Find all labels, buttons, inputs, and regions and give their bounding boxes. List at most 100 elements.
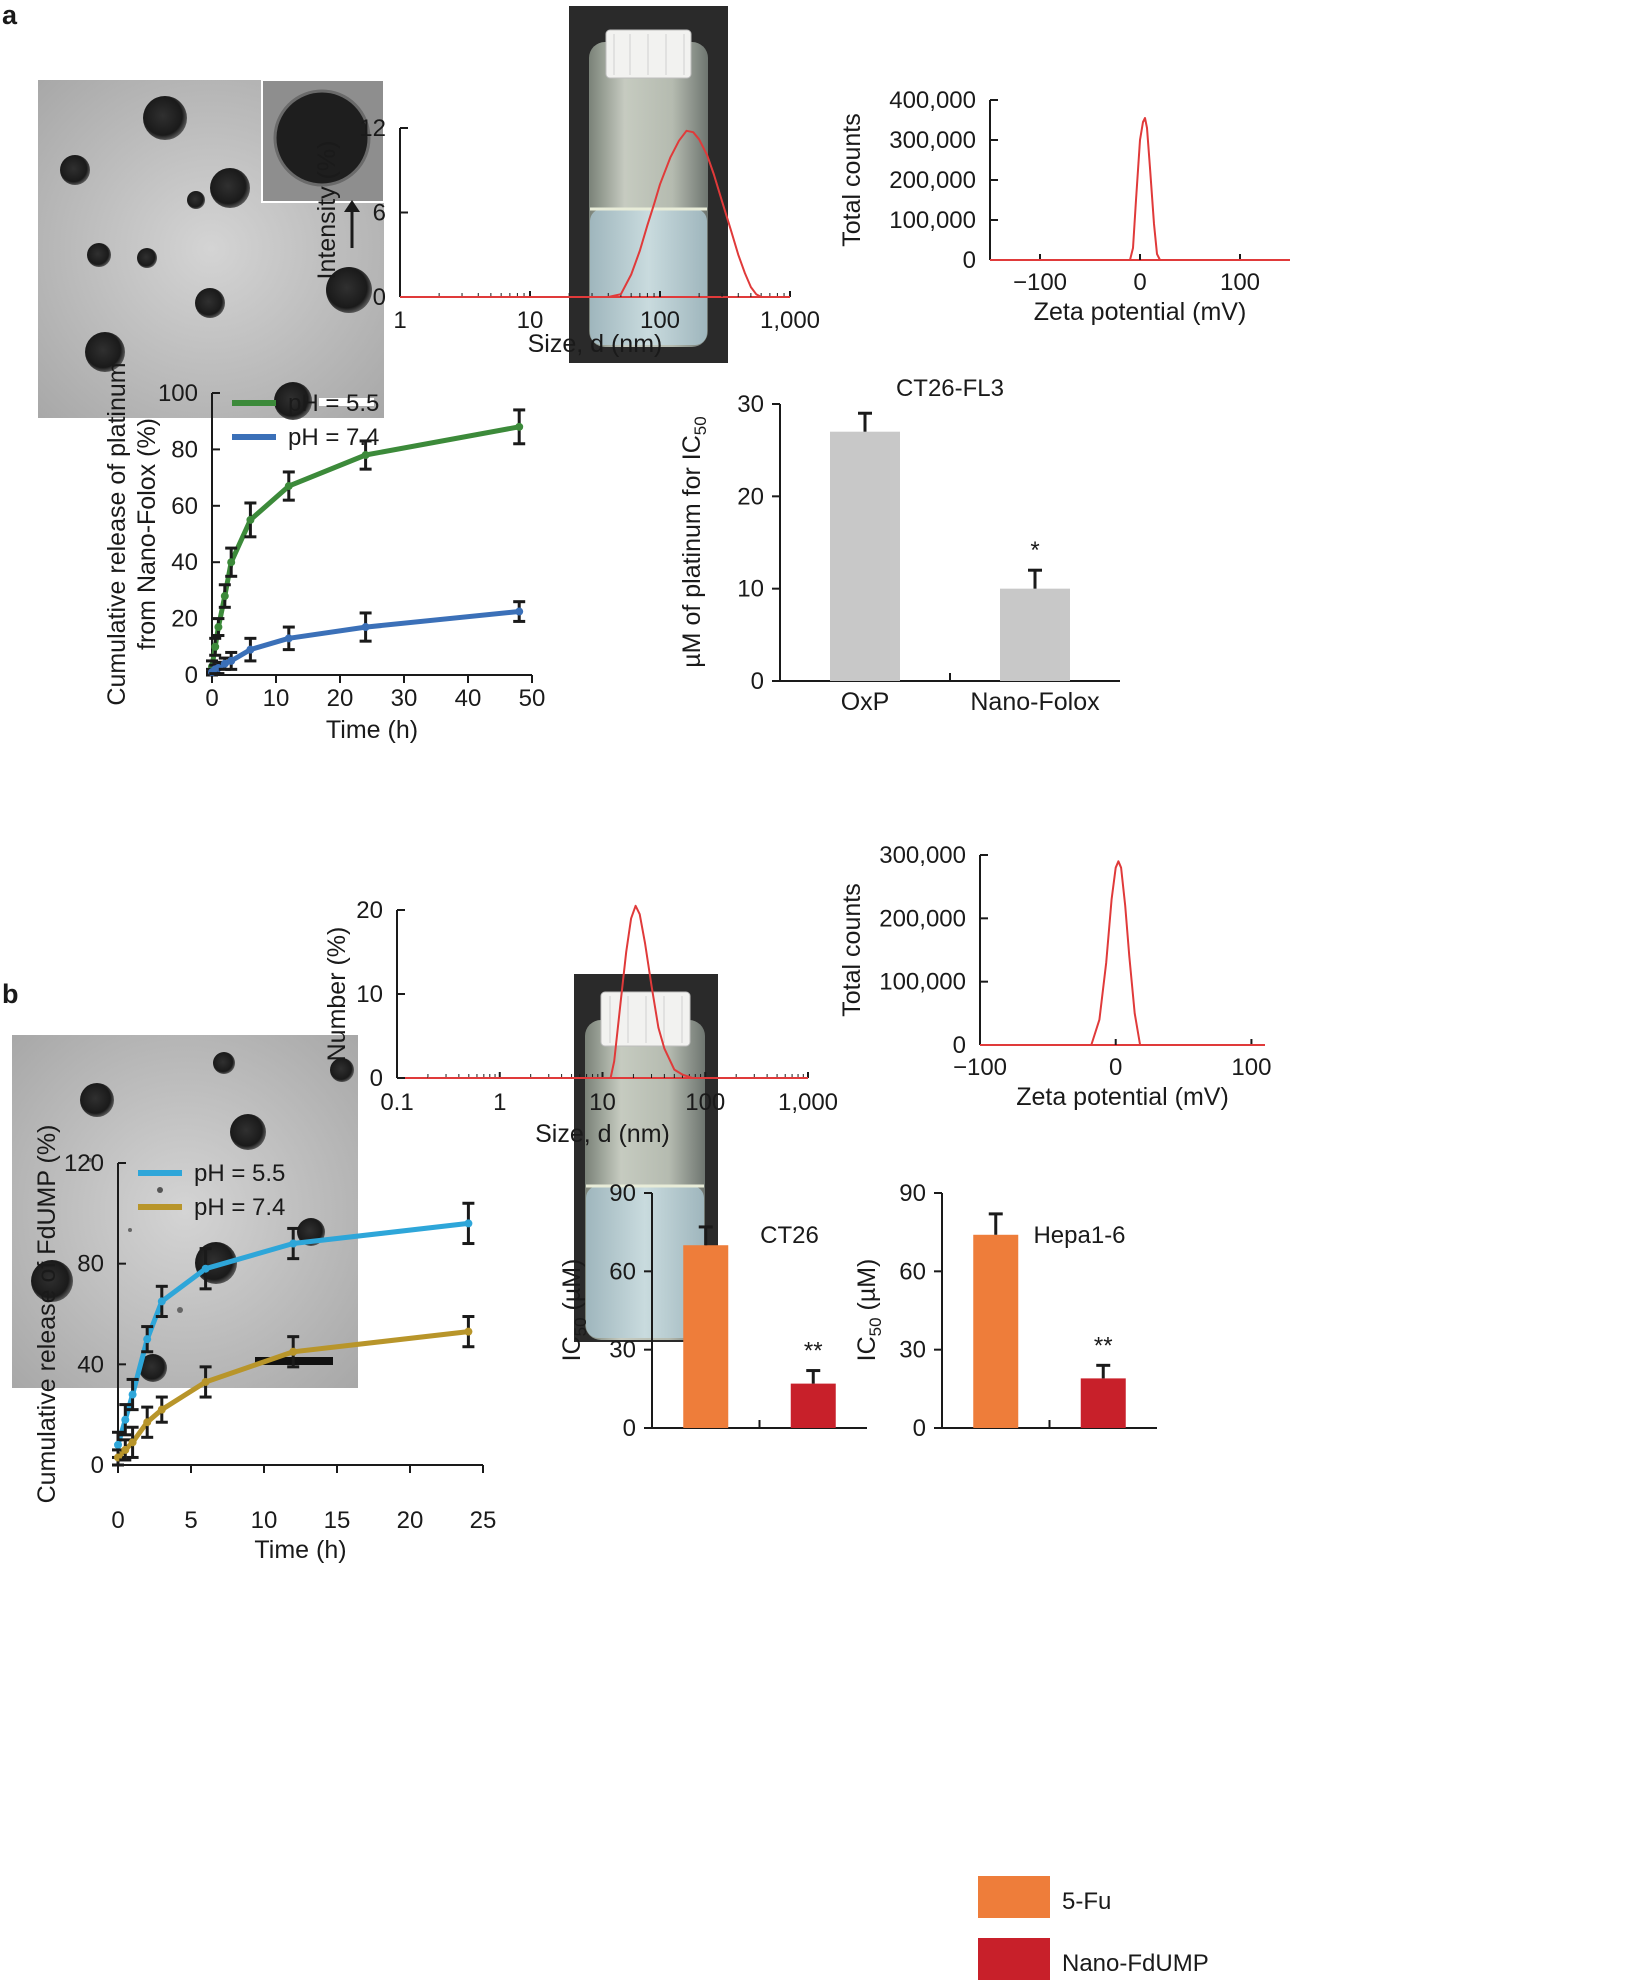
y-tick-label: 300,000 (879, 842, 966, 869)
legend-label: pH = 5.5 (194, 1160, 285, 1187)
data-point (143, 1418, 152, 1427)
y-tick-label: 60 (171, 493, 198, 520)
data-point (284, 482, 293, 491)
panel-label-a: a (2, 0, 18, 30)
y-tick-label: 400,000 (889, 87, 976, 114)
x-tick-label: 20 (327, 685, 354, 712)
y-axis-label: Total counts (838, 883, 866, 1016)
legend-swatch-nano-fdump (978, 1938, 1050, 1980)
y-tick-label: 12 (359, 115, 386, 142)
bar (683, 1245, 729, 1428)
data-point (214, 623, 223, 632)
data-point (361, 451, 370, 460)
series-line-0 (400, 129, 790, 298)
data-point (227, 656, 236, 665)
bar (973, 1234, 1019, 1428)
data-point (289, 1239, 298, 1248)
y-tick-label: 90 (899, 1180, 926, 1207)
data-point (464, 1219, 473, 1228)
chart-b-release: 0 5 10 15 20 25 0 40 80 120 Time (h) Cumulative rel… (33, 1125, 496, 1564)
y-tick-label: 20 (356, 897, 383, 924)
x-tick-label: 0 (1109, 1054, 1122, 1081)
x-tick-label: 10 (251, 1507, 278, 1534)
y-axis-label: Number (%) (323, 927, 351, 1062)
significance-marker: ** (1094, 1332, 1113, 1359)
chart-b-ic50-ct26: 0 30 60 90 ** CT26 IC50 (µM) (558, 1180, 867, 1442)
x-tick-label: 100 (685, 1089, 725, 1116)
legend-label: pH = 7.4 (288, 424, 379, 451)
bar (790, 1383, 836, 1428)
x-tick-label: 1,000 (778, 1089, 838, 1116)
y-tick-label: 10 (356, 981, 383, 1008)
x-axis-label: Size, d (nm) (535, 1120, 670, 1148)
y-axis-label-sub: 50 (866, 1317, 885, 1336)
data-point (121, 1415, 130, 1424)
y-tick-label: 6 (373, 200, 386, 227)
y-tick-label: 30 (899, 1337, 926, 1364)
chart-b-size: 0.1 1 10 100 1,000 0 10 20 Size, d (nm) Number (%… (323, 897, 838, 1342)
data-point (515, 422, 524, 431)
x-tick-label: 10 (517, 307, 544, 334)
chart-title: CT26 (760, 1222, 819, 1249)
bar-legend-b: 5-Fu Nano-FdUMP (978, 1876, 1209, 1980)
data-point (201, 1264, 210, 1273)
series-line-0 (990, 117, 1290, 261)
y-tick-label: 80 (77, 1251, 104, 1278)
y-tick-label: 90 (609, 1180, 636, 1207)
scale-bar (319, 398, 374, 406)
bar (1000, 588, 1070, 681)
y-tick-label: 0 (370, 1065, 383, 1092)
data-point (515, 607, 524, 616)
data-point (114, 1440, 122, 1449)
y-axis-label-main: IC (558, 1336, 586, 1361)
category-label: Nano-Folox (970, 688, 1100, 716)
y-tick-label: 40 (77, 1351, 104, 1378)
y-tick-label: 0 (963, 247, 976, 274)
legend-label: pH = 5.5 (288, 390, 379, 417)
y-axis-label-sub: 50 (571, 1317, 590, 1336)
y-axis-label: Cumulative release of FdUMP (%) (33, 1125, 61, 1504)
x-tick-label: 1,000 (760, 307, 820, 334)
x-tick-label: 10 (263, 685, 290, 712)
series-line-0 (427, 904, 808, 1079)
category-label: OxP (841, 688, 890, 716)
legend-label-nano-fdump: Nano-FdUMP (1062, 1950, 1209, 1977)
y-tick-label: 60 (899, 1258, 926, 1285)
series-line-0 (980, 860, 1265, 1046)
data-point (128, 1438, 137, 1447)
y-axis-label-tail: (µM) (558, 1259, 586, 1318)
y-tick-label: 30 (737, 391, 764, 418)
significance-marker: ** (804, 1338, 823, 1365)
chart-b-ic50-hepa: 0 30 60 90 ** Hepa1-6 IC50 (µM) (853, 1180, 1157, 1442)
y-axis-label: µM of platinum for IC50 (678, 416, 710, 667)
legend-label: pH = 7.4 (194, 1194, 285, 1221)
chart-a-size: 1 10 100 1,000 0 6 12 Size, d (nm) Intensity (%) (313, 6, 820, 363)
data-point (289, 1347, 298, 1356)
x-tick-label: 50 (519, 685, 546, 712)
x-tick-label: 1 (393, 307, 406, 334)
x-tick-label: −100 (1013, 269, 1067, 296)
legend-label-5fu: 5-Fu (1062, 1888, 1111, 1915)
x-tick-label: 100 (1231, 1054, 1271, 1081)
x-axis-label: Size, d (nm) (528, 330, 663, 358)
x-axis-label: Zeta potential (mV) (1016, 1083, 1229, 1111)
y-tick-label: 100,000 (879, 969, 966, 996)
y-tick-label: 20 (737, 483, 764, 510)
chart-title: Hepa1-6 (1033, 1222, 1125, 1249)
y-axis-label: IC50 (µM) (558, 1259, 590, 1362)
x-tick-label: 5 (184, 1507, 197, 1534)
chart-a-release: 0 10 20 30 40 50 0 20 40 60 80 100 Time (h) Cumulativ… (103, 362, 545, 744)
y-axis-label: from Nano-Folox (%) (133, 418, 161, 650)
y-tick-label: 200,000 (889, 167, 976, 194)
y-axis-label: Total counts (838, 113, 866, 246)
y-axis-label: Intensity (%) (313, 141, 341, 280)
data-point (220, 659, 229, 668)
y-axis-label-tail: (µM) (853, 1259, 881, 1318)
y-axis-label: IC50 (µM) (853, 1259, 885, 1362)
y-tick-label: 0 (91, 1452, 104, 1479)
x-tick-label: 40 (455, 685, 482, 712)
y-tick-label: 100,000 (889, 207, 976, 234)
arrow-head-icon (344, 200, 360, 212)
data-point (211, 642, 220, 651)
